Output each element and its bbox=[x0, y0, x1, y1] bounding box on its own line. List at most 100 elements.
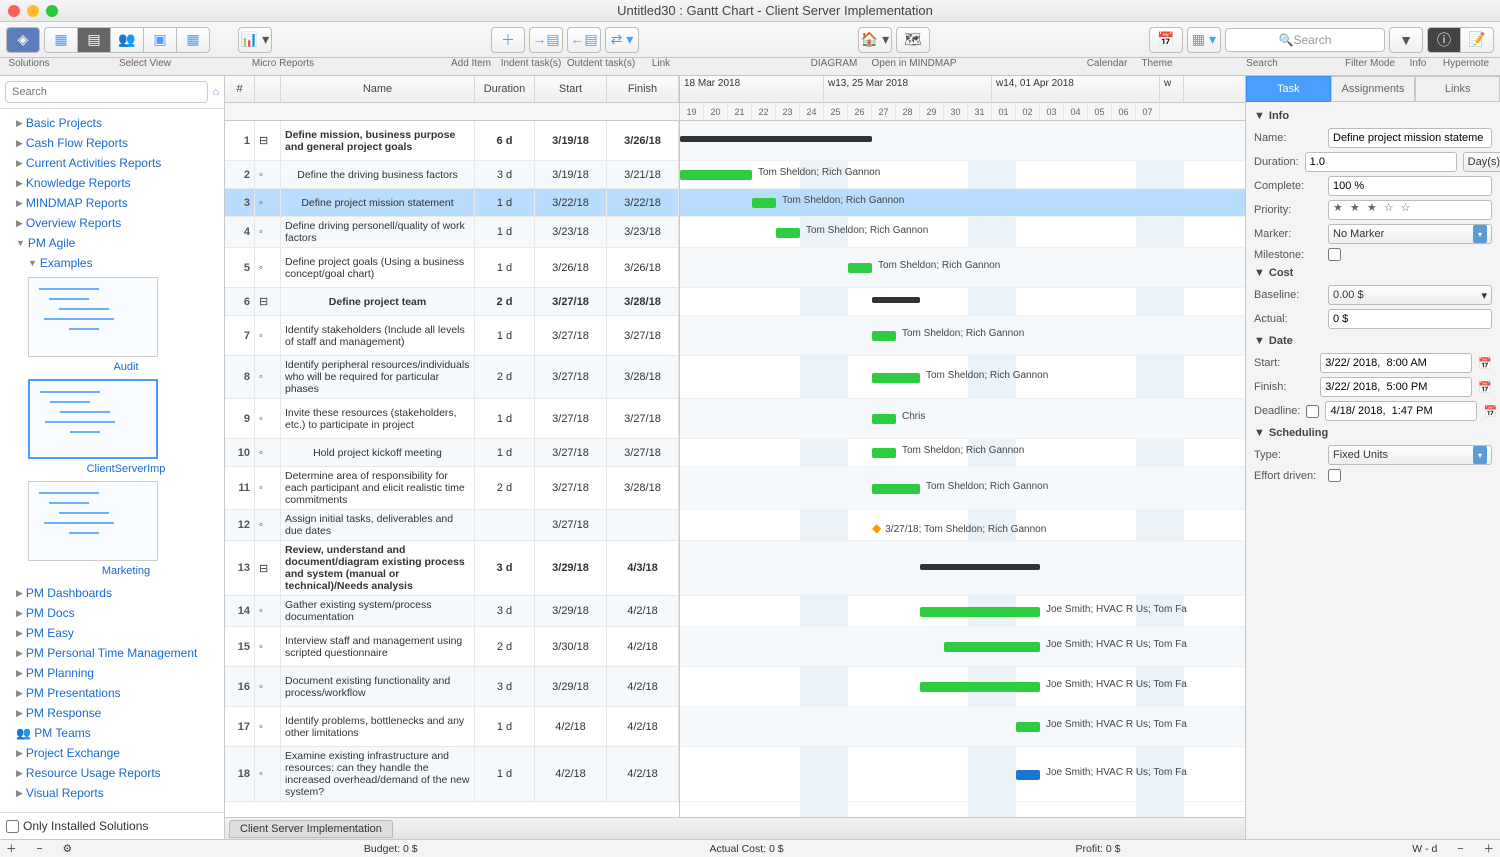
finish-field[interactable] bbox=[1320, 377, 1472, 397]
tree-item[interactable]: ▶ Project Exchange bbox=[0, 743, 224, 763]
priority-stars[interactable]: ★ ★ ★ ☆ ☆ bbox=[1328, 200, 1492, 220]
micro-reports-button[interactable]: 📊 ▾ bbox=[238, 27, 272, 53]
table-row[interactable]: 10 ◦ Hold project kickoff meeting 1 d 3/… bbox=[225, 439, 679, 467]
table-row[interactable]: 5 ◦ Define project goals (Using a busine… bbox=[225, 248, 679, 288]
tree-item[interactable]: ▶ Overview Reports bbox=[0, 213, 224, 233]
view5-button[interactable]: ▦ bbox=[176, 27, 210, 53]
gantt-bar[interactable]: Joe Smith; HVAC R Us; Tom Fa bbox=[920, 607, 1040, 617]
tree-item[interactable]: ▶ PM Presentations bbox=[0, 683, 224, 703]
table-row[interactable]: 3 ◦ Define project mission statement 1 d… bbox=[225, 189, 679, 217]
deadline-checkbox[interactable] bbox=[1306, 405, 1319, 418]
template-thumb[interactable] bbox=[28, 277, 158, 357]
tab-task[interactable]: Task bbox=[1246, 76, 1331, 102]
tree-item[interactable]: ▶ PM Easy bbox=[0, 623, 224, 643]
tree-item[interactable]: ▶ PM Planning bbox=[0, 663, 224, 683]
theme-button[interactable]: ▦ ▾ bbox=[1187, 27, 1221, 53]
home-icon[interactable]: ⌂ bbox=[212, 86, 219, 98]
solutions-button[interactable]: ◈ bbox=[6, 27, 40, 53]
indent-button[interactable]: →▤ bbox=[529, 27, 563, 53]
tree-item[interactable]: ▶ Visual Reports bbox=[0, 783, 224, 803]
view1-button[interactable]: ▦ bbox=[44, 27, 78, 53]
calendar-icon[interactable]: 📅 bbox=[1478, 357, 1492, 370]
table-row[interactable]: 15 ◦ Interview staff and management usin… bbox=[225, 627, 679, 667]
duration-unit-select[interactable]: Day(s)▾ bbox=[1463, 152, 1500, 172]
search-input[interactable]: 🔍 Search bbox=[1225, 28, 1385, 52]
gantt-bar[interactable]: Tom Sheldon; Rich Gannon bbox=[680, 170, 752, 180]
table-row[interactable]: 1 ⊟ Define mission, business purpose and… bbox=[225, 121, 679, 161]
remove-button[interactable]: − bbox=[37, 843, 43, 855]
table-row[interactable]: 6 ⊟ Define project team 2 d 3/27/18 3/28… bbox=[225, 288, 679, 316]
mindmap-button[interactable]: 🗺 bbox=[896, 27, 930, 53]
deadline-field[interactable] bbox=[1325, 401, 1477, 421]
gantt-bar[interactable]: Tom Sheldon; Rich Gannon bbox=[872, 331, 896, 341]
gantt-bar[interactable]: Tom Sheldon; Rich Gannon bbox=[872, 373, 920, 383]
sidebar-footer[interactable]: Only Installed Solutions bbox=[0, 812, 224, 839]
gantt-body[interactable]: Tom Sheldon; Rich Gannon Tom Sheldon; Ric… bbox=[680, 121, 1245, 817]
baseline-field[interactable]: 0.00 $▾ bbox=[1328, 285, 1492, 305]
zoom-in-icon[interactable]: ＋ bbox=[1484, 841, 1495, 856]
tree-item[interactable]: ▼ PM Agile bbox=[0, 233, 224, 253]
gantt-bar[interactable] bbox=[872, 297, 920, 303]
tree-item[interactable]: ▶ Current Activities Reports bbox=[0, 153, 224, 173]
gantt-bar[interactable]: Tom Sheldon; Rich Gannon bbox=[776, 228, 800, 238]
tree-item[interactable]: 👥 PM Teams bbox=[0, 723, 224, 743]
cost-section[interactable]: ▼ Cost bbox=[1254, 263, 1492, 283]
tree-item[interactable]: ▶ PM Personal Time Management bbox=[0, 643, 224, 663]
table-row[interactable]: 14 ◦ Gather existing system/process docu… bbox=[225, 596, 679, 627]
table-row[interactable]: 18 ◦ Examine existing infrastructure and… bbox=[225, 747, 679, 802]
filter-button[interactable]: ▼ bbox=[1389, 27, 1423, 53]
table-row[interactable]: 2 ◦ Define the driving business factors … bbox=[225, 161, 679, 189]
col-fin-header[interactable]: Finish bbox=[607, 76, 679, 102]
table-row[interactable]: 7 ◦ Identify stakeholders (Include all l… bbox=[225, 316, 679, 356]
actual-field[interactable] bbox=[1328, 309, 1492, 329]
gantt-bar[interactable]: Tom Sheldon; Rich Gannon bbox=[872, 448, 896, 458]
view3-button[interactable]: 👥 bbox=[110, 27, 144, 53]
add-item-button[interactable]: ＋ bbox=[491, 27, 525, 53]
gantt-bar[interactable] bbox=[680, 136, 872, 142]
tree-item[interactable]: ▶ Knowledge Reports bbox=[0, 173, 224, 193]
table-row[interactable]: 4 ◦ Define driving personell/quality of … bbox=[225, 217, 679, 248]
gantt-bar[interactable]: Joe Smith; HVAC R Us; Tom Fa bbox=[920, 682, 1040, 692]
gantt-bar[interactable]: Joe Smith; HVAC R Us; Tom Fa bbox=[944, 642, 1040, 652]
gantt-bar[interactable]: Joe Smith; HVAC R Us; Tom Fa bbox=[1016, 722, 1040, 732]
zoom-out-icon[interactable]: − bbox=[1457, 843, 1463, 855]
outdent-button[interactable]: ←▤ bbox=[567, 27, 601, 53]
tree-item[interactable]: ▶ Resource Usage Reports bbox=[0, 763, 224, 783]
template-thumb[interactable] bbox=[28, 379, 158, 459]
gear-icon[interactable]: ⚙ bbox=[63, 843, 72, 855]
view4-button[interactable]: ▣ bbox=[143, 27, 177, 53]
gantt-bar[interactable] bbox=[920, 564, 1040, 570]
sheet-tab[interactable]: Client Server Implementation bbox=[229, 820, 393, 838]
only-installed-checkbox[interactable] bbox=[6, 820, 19, 833]
scheduling-section[interactable]: ▼ Scheduling bbox=[1254, 423, 1492, 443]
tree-item[interactable]: ▶ Cash Flow Reports bbox=[0, 133, 224, 153]
date-section[interactable]: ▼ Date bbox=[1254, 331, 1492, 351]
calendar-button[interactable]: 📅 bbox=[1149, 27, 1183, 53]
tab-assignments[interactable]: Assignments bbox=[1331, 76, 1416, 102]
sidebar-search-input[interactable] bbox=[5, 81, 208, 103]
diagram-button[interactable]: 🏠 ▾ bbox=[858, 27, 892, 53]
gantt-bar[interactable]: Chris bbox=[872, 414, 896, 424]
table-row[interactable]: 17 ◦ Identify problems, bottlenecks and … bbox=[225, 707, 679, 747]
zoom-icon[interactable] bbox=[46, 5, 58, 17]
tree-item[interactable]: ▶ PM Response bbox=[0, 703, 224, 723]
info-section[interactable]: ▼ Info bbox=[1254, 106, 1492, 126]
name-field[interactable] bbox=[1328, 128, 1492, 148]
link-button[interactable]: ⇄ ▾ bbox=[605, 27, 639, 53]
add-button[interactable]: ＋ bbox=[6, 841, 17, 856]
col-num-header[interactable]: # bbox=[225, 76, 255, 102]
info-button[interactable]: ⓘ bbox=[1427, 27, 1461, 53]
hypernote-button[interactable]: 📝 bbox=[1460, 27, 1494, 53]
tree-item[interactable]: ▶ Basic Projects bbox=[0, 113, 224, 133]
tree-item[interactable]: ▶ MINDMAP Reports bbox=[0, 193, 224, 213]
duration-field[interactable] bbox=[1305, 152, 1457, 172]
calendar-icon[interactable]: 📅 bbox=[1483, 405, 1497, 418]
table-row[interactable]: 13 ⊟ Review, understand and document/dia… bbox=[225, 541, 679, 596]
template-thumb[interactable] bbox=[28, 481, 158, 561]
marker-select[interactable]: No Marker▾ bbox=[1328, 224, 1492, 244]
gantt-milestone[interactable]: ◆3/27/18; Tom Sheldon; Rich Gannon bbox=[872, 521, 1046, 535]
type-select[interactable]: Fixed Units▾ bbox=[1328, 445, 1492, 465]
close-icon[interactable] bbox=[8, 5, 20, 17]
table-row[interactable]: 9 ◦ Invite these resources (stakeholders… bbox=[225, 399, 679, 439]
tab-links[interactable]: Links bbox=[1415, 76, 1500, 102]
